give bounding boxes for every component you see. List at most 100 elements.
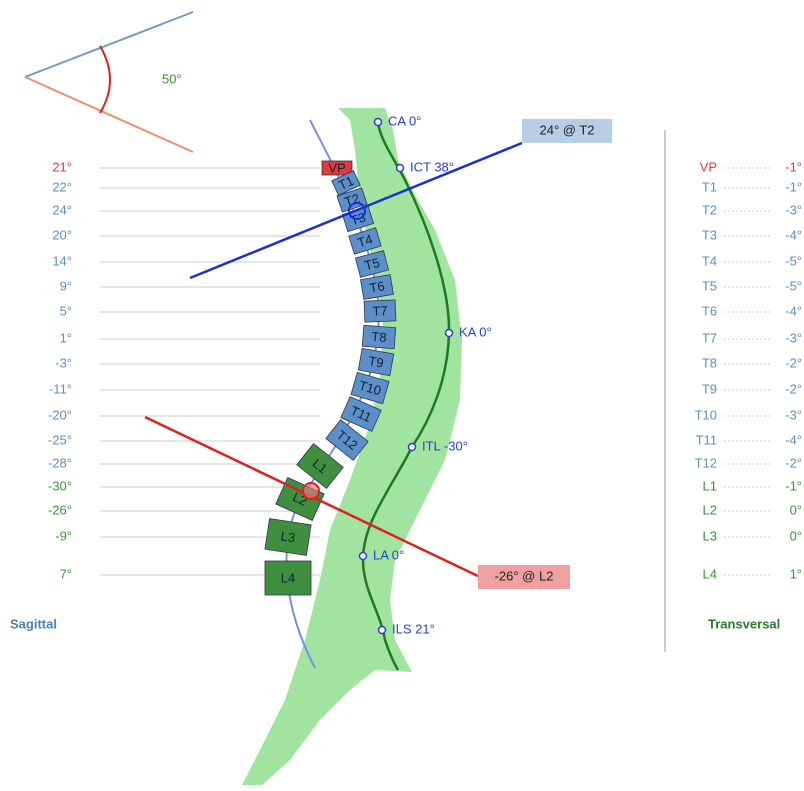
sagittal-angle: 5° — [60, 303, 72, 318]
vertebra-body — [350, 371, 390, 405]
sagittal-angle: -26° — [48, 502, 72, 517]
vertebra-body — [363, 299, 397, 323]
landmark-label: ILS 21° — [392, 621, 435, 636]
vertebra-name: L4 — [703, 566, 717, 581]
landmark-label: ICT 38° — [410, 159, 454, 174]
upper-measure-line — [189, 141, 523, 280]
vertebra: T11 — [340, 396, 382, 432]
sagittal-angle: 24° — [52, 202, 72, 217]
transversal-angle: -5° — [785, 253, 802, 268]
angle-ref-orange — [24, 76, 194, 153]
lower-measure-box — [478, 565, 570, 589]
vertebra-name: T2 — [702, 202, 717, 217]
vertebra-body — [336, 187, 368, 213]
transversal-angle: -3° — [785, 330, 802, 345]
sagittal-angle: -11° — [49, 381, 72, 396]
transversal-angle: -1° — [785, 159, 802, 174]
vertebra: L4 — [264, 560, 312, 596]
sagittal-angle: 14° — [52, 253, 72, 268]
vertebra: L3 — [264, 518, 312, 556]
vertebra-body — [321, 160, 353, 176]
landmark-label: CA 0° — [388, 113, 421, 128]
sagittal-angle: -28° — [48, 455, 72, 470]
landmark-label: ITL -30° — [422, 438, 468, 453]
vertebra-label: L3 — [280, 528, 297, 545]
transversal-title: Transversal — [708, 616, 780, 631]
vertebra-body — [264, 518, 312, 556]
vertebra: T8 — [361, 324, 397, 350]
landmark-label: LA 0° — [373, 547, 404, 562]
vertebra-label: T8 — [371, 329, 387, 345]
transversal-angle: -4° — [785, 303, 802, 318]
body-silhouette — [242, 108, 462, 785]
transversal-angle: 0° — [790, 528, 802, 543]
landmark-point — [373, 117, 383, 127]
transversal-angle: -4° — [785, 227, 802, 242]
sagittal-angle: -25° — [48, 432, 72, 447]
landmark-point — [377, 625, 387, 635]
vertebra-name: T7 — [702, 330, 717, 345]
vertebra-label: T10 — [357, 378, 383, 399]
upper-measure-label: 24° @ T2 — [539, 122, 594, 137]
landmark-point — [395, 163, 405, 173]
vertebra-body — [331, 170, 361, 196]
landmark-point — [407, 442, 417, 452]
vertebra: L1 — [296, 443, 344, 489]
vertebra-name: T9 — [702, 381, 717, 396]
sagittal-angle: 1° — [60, 330, 72, 345]
vertebra-body — [361, 324, 397, 350]
transversal-angle: 0° — [790, 502, 802, 517]
vertebra-body — [357, 347, 395, 377]
landmark-point — [358, 551, 368, 561]
upper-measure-point — [348, 202, 366, 220]
angle-label: 50° — [162, 71, 182, 86]
vertebra-name: T6 — [702, 303, 717, 318]
vertebra: T1 — [331, 170, 361, 196]
sagittal-title: Sagittal — [10, 616, 57, 631]
sagittal-angle: 20° — [52, 227, 72, 242]
vertebra-label: T9 — [367, 353, 385, 370]
vertebra-body — [354, 250, 390, 278]
vertebra: T9 — [357, 347, 395, 377]
sagittal-angle: 9° — [60, 278, 72, 293]
vertebra-label: T2 — [342, 190, 361, 209]
vertebra-name: T8 — [702, 355, 717, 370]
landmark-point — [444, 328, 454, 338]
vertebra-body — [360, 274, 394, 300]
transversal-angle: -1° — [785, 179, 802, 194]
vertebra-name: T4 — [702, 253, 717, 268]
vertebra-body — [348, 227, 382, 255]
transversal-angle: -2° — [785, 355, 802, 370]
vertebra-body — [264, 560, 312, 596]
vertebra-label: T7 — [372, 303, 388, 319]
vertebra-label: T4 — [356, 232, 375, 251]
angle-ref-blue — [24, 11, 194, 78]
transversal-angle: -2° — [785, 381, 802, 396]
lower-measure-label: -26° @ L2 — [495, 568, 554, 583]
angle-arc — [99, 45, 111, 114]
vertebra-name: L3 — [703, 528, 717, 543]
vertebra-name: T11 — [696, 432, 717, 447]
vertebra-name: T1 — [702, 179, 717, 194]
sagittal-angle: -20° — [48, 407, 72, 422]
vertebra: T7 — [363, 299, 397, 323]
vertebra: T2 — [336, 187, 368, 213]
transversal-angle: -5° — [785, 278, 802, 293]
vertebra-label: VP — [328, 160, 345, 175]
vertebra-name: T5 — [702, 278, 717, 293]
transversal-angle: -3° — [785, 407, 802, 422]
vertebra-label: T5 — [363, 255, 381, 273]
transversal-angle: -4° — [785, 432, 802, 447]
sagittal-angle: -9° — [55, 528, 72, 543]
vertebra: T5 — [354, 250, 390, 278]
sagittal-angle: 7° — [60, 566, 72, 581]
sagittal-angle: 22° — [52, 179, 72, 194]
vertebra: VP — [321, 160, 353, 176]
sagittal-angle: -3° — [55, 355, 72, 370]
transversal-angle: -3° — [785, 202, 802, 217]
vertebra: T4 — [348, 227, 382, 255]
vertebra-label: T1 — [336, 173, 356, 193]
vertebra-label: T6 — [368, 278, 385, 295]
transversal-angle: 1° — [790, 566, 802, 581]
